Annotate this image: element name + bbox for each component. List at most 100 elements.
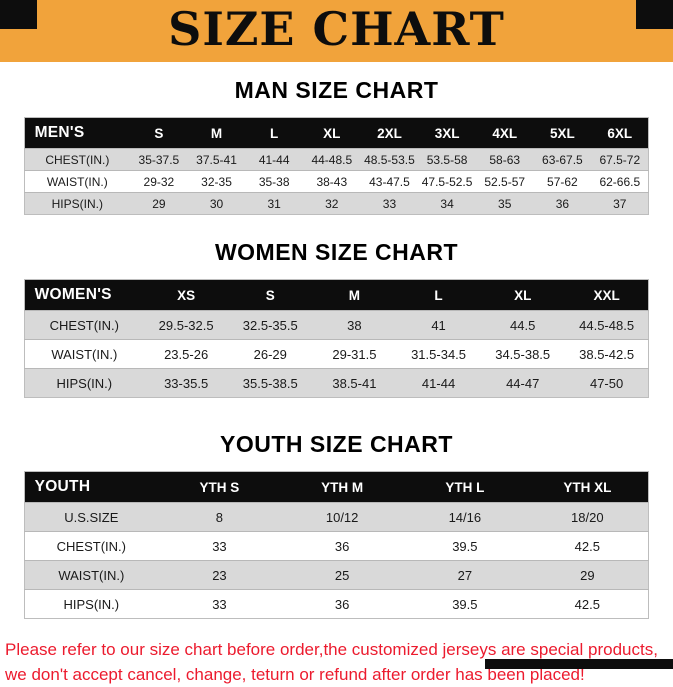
size-value: 8 xyxy=(158,502,281,532)
size-column-header: 2XL xyxy=(377,125,402,141)
size-value: 44.5 xyxy=(480,310,565,340)
size-value: 44-48.5 xyxy=(302,148,361,171)
page-title: SIZE CHART xyxy=(168,2,505,56)
row-label: HIPS(IN.) xyxy=(24,192,131,215)
size-column-header: XL xyxy=(514,287,532,303)
size-value: 36 xyxy=(533,192,592,215)
size-value: 42.5 xyxy=(526,589,649,619)
size-value: 67.5-72 xyxy=(591,148,649,171)
table-row: CHEST(IN.) 33 36 39.5 42.5 xyxy=(24,531,649,561)
size-column-header: YTH L xyxy=(445,479,485,495)
size-value: 39.5 xyxy=(403,531,527,561)
size-value: 41-44 xyxy=(245,148,303,171)
man-size-chart-section: MAN SIZE CHART MEN'S S M L XL 2XL 3XL 4XL 5XL 6XL… xyxy=(0,77,673,215)
size-value: 29-31.5 xyxy=(312,339,397,369)
size-value: 44.5-48.5 xyxy=(564,310,649,340)
size-value: 44-47 xyxy=(480,368,565,398)
size-value: 38 xyxy=(312,310,397,340)
size-value: 26-29 xyxy=(228,339,313,369)
table-row: WAIST(IN.) 29-32 32-35 35-38 38-43 43-47.5 47.… xyxy=(24,170,649,193)
table-corner-label: MEN'S xyxy=(34,124,85,141)
size-value: 31.5-34.5 xyxy=(396,339,481,369)
size-value: 27 xyxy=(403,560,527,590)
size-value: 37 xyxy=(591,192,649,215)
size-value: 32-35 xyxy=(187,170,246,193)
size-column-header: L xyxy=(270,125,279,141)
size-value: 53.5-58 xyxy=(418,148,476,171)
size-column-header: XL xyxy=(323,125,341,141)
size-value: 38.5-42.5 xyxy=(564,339,649,369)
size-value: 33 xyxy=(158,589,281,619)
size-value: 29 xyxy=(526,560,649,590)
row-label: WAIST(IN.) xyxy=(24,560,159,590)
footer-disclaimer-line-1: Please refer to our size chart before or… xyxy=(5,640,658,659)
table-row: U.S.SIZE 8 10/12 14/16 18/20 xyxy=(24,502,649,532)
size-value: 34 xyxy=(418,192,476,215)
size-column-header: M xyxy=(210,125,223,141)
size-value: 35-38 xyxy=(245,170,303,193)
row-label: WAIST(IN.) xyxy=(24,339,145,369)
size-value: 29-32 xyxy=(130,170,188,193)
size-value: 42.5 xyxy=(526,531,649,561)
size-column-header: M xyxy=(348,287,361,303)
size-value: 52.5-57 xyxy=(475,170,534,193)
corner-bar-top-right xyxy=(636,0,673,29)
table-header-row: WOMEN'S XS S M L XL XXL xyxy=(24,279,649,311)
size-column-header: XXL xyxy=(593,287,620,303)
size-column-header: L xyxy=(434,287,443,303)
women-size-table: WOMEN'S XS S M L XL XXL CHEST(IN.) 29.5-32.5 32.5… xyxy=(23,279,650,398)
man-size-table: MEN'S S M L XL 2XL 3XL 4XL 5XL 6XL CHEST(IN.) 35-37… xyxy=(23,117,650,215)
corner-bar-top-left xyxy=(0,0,37,29)
row-label: HIPS(IN.) xyxy=(24,368,145,398)
table-row: CHEST(IN.) 29.5-32.5 32.5-35.5 38 41 44.5 44.5… xyxy=(24,310,649,340)
size-value: 31 xyxy=(245,192,303,215)
man-size-chart-heading: MAN SIZE CHART xyxy=(234,77,439,103)
size-value: 29 xyxy=(130,192,188,215)
size-column-header: XS xyxy=(177,287,196,303)
youth-size-chart-heading: YOUTH SIZE CHART xyxy=(220,431,453,457)
size-value: 39.5 xyxy=(403,589,527,619)
youth-size-table: YOUTH YTH S YTH M YTH L YTH XL U.S.SIZE 8 10/12… xyxy=(23,471,650,619)
size-value: 29.5-32.5 xyxy=(144,310,229,340)
row-label: CHEST(IN.) xyxy=(24,148,131,171)
size-column-header: YTH S xyxy=(199,479,240,495)
size-value: 23.5-26 xyxy=(144,339,229,369)
size-value: 48.5-53.5 xyxy=(360,148,419,171)
size-value: 41 xyxy=(396,310,481,340)
size-value: 34.5-38.5 xyxy=(480,339,565,369)
table-row: HIPS(IN.) 33 36 39.5 42.5 xyxy=(24,589,649,619)
size-value: 18/20 xyxy=(526,502,649,532)
table-row: HIPS(IN.) 29 30 31 32 33 34 35 36 37 xyxy=(24,192,649,215)
size-column-header: YTH M xyxy=(321,479,364,495)
size-value: 33 xyxy=(158,531,281,561)
row-label: CHEST(IN.) xyxy=(24,531,159,561)
table-row: HIPS(IN.) 33-35.5 35.5-38.5 38.5-41 41-44 44-… xyxy=(24,368,649,398)
size-column-header: YTH XL xyxy=(563,479,612,495)
table-row: CHEST(IN.) 35-37.5 37.5-41 41-44 44-48.5 48.5… xyxy=(24,148,649,171)
size-column-header: 5XL xyxy=(549,125,575,141)
size-value: 38-43 xyxy=(302,170,361,193)
table-row: WAIST(IN.) 23.5-26 26-29 29-31.5 31.5-34.5 34… xyxy=(24,339,649,369)
size-value: 36 xyxy=(280,531,404,561)
table-corner-label: YOUTH xyxy=(34,478,91,495)
size-value: 23 xyxy=(158,560,281,590)
size-value: 47-50 xyxy=(564,368,649,398)
row-label: WAIST(IN.) xyxy=(24,170,131,193)
corner-bar-bottom-right xyxy=(485,659,673,669)
row-label: CHEST(IN.) xyxy=(24,310,145,340)
table-header-row: YOUTH YTH S YTH M YTH L YTH XL xyxy=(24,471,649,503)
row-label: U.S.SIZE xyxy=(24,502,159,532)
size-value: 35 xyxy=(475,192,534,215)
size-column-header: S xyxy=(265,287,275,303)
table-header-row: MEN'S S M L XL 2XL 3XL 4XL 5XL 6XL xyxy=(24,117,649,149)
size-value: 10/12 xyxy=(280,502,404,532)
size-value: 57-62 xyxy=(533,170,592,193)
size-value: 58-63 xyxy=(475,148,534,171)
size-value: 37.5-41 xyxy=(187,148,246,171)
row-label: HIPS(IN.) xyxy=(24,589,159,619)
size-value: 25 xyxy=(280,560,404,590)
title-banner: SIZE CHART xyxy=(0,0,673,62)
size-value: 38.5-41 xyxy=(312,368,397,398)
size-value: 30 xyxy=(187,192,246,215)
size-value: 14/16 xyxy=(403,502,527,532)
